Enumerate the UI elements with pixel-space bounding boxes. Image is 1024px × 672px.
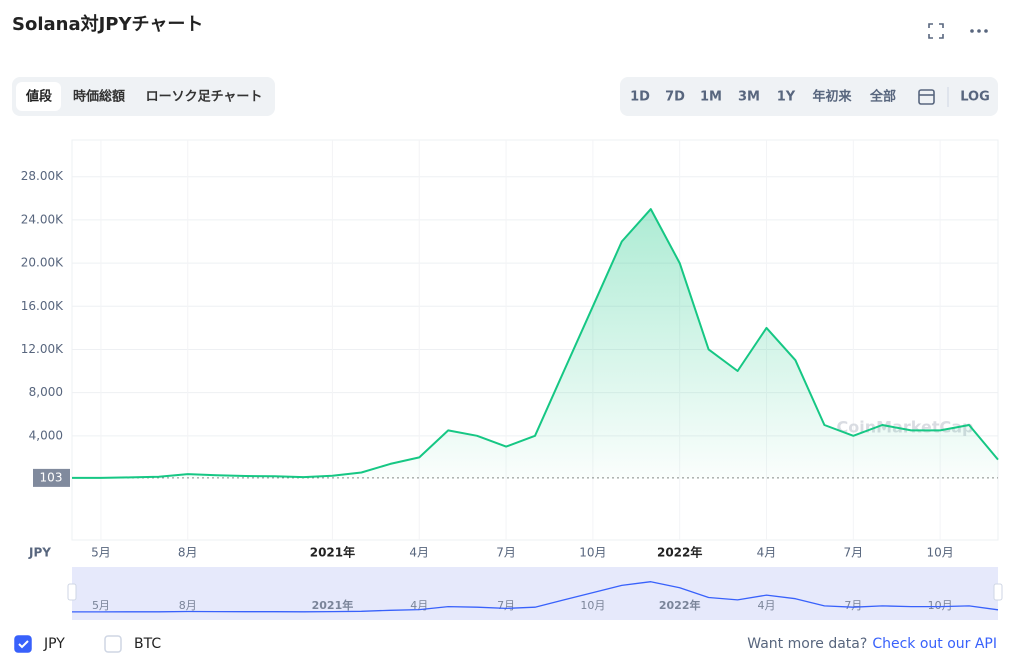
active-tab: [16, 82, 61, 111]
tab[interactable]: 時価総額: [73, 89, 125, 105]
overview-tick-label: 2022年: [659, 598, 701, 612]
axis-unit: JPY: [28, 546, 51, 560]
range-button[interactable]: 1M: [700, 90, 722, 105]
range-button[interactable]: 7D: [665, 90, 685, 105]
checkbox[interactable]: [104, 635, 122, 653]
overview-tick-label: 7月: [497, 599, 515, 612]
overview-tick-label: 10月: [580, 599, 605, 612]
y-tick-label: 4,000: [29, 428, 63, 442]
y-tick-label: 24.00K: [21, 212, 64, 226]
x-tick-label: 10月: [926, 546, 953, 560]
y-tick-label: 8,000: [29, 385, 63, 399]
more-icon[interactable]: [970, 29, 988, 33]
overview-handle[interactable]: [67, 583, 77, 601]
x-tick-label: 8月: [178, 546, 198, 560]
overview-tick-label: 2021年: [312, 598, 354, 612]
range-button[interactable]: 年初来: [812, 89, 852, 105]
toggle-label: BTC: [134, 636, 161, 652]
page-title: Solana対JPYチャート: [12, 13, 203, 35]
y-tick-label: 28.00K: [21, 169, 64, 183]
overview-tick-label: 5月: [92, 599, 110, 612]
price-tag: [33, 468, 70, 487]
x-tick-label: 5月: [91, 546, 111, 560]
range-group: [620, 77, 998, 116]
tab[interactable]: ローソク足チャート: [146, 90, 263, 105]
price-line: [72, 581, 999, 613]
tab[interactable]: 値段: [25, 89, 52, 105]
checkbox[interactable]: [14, 635, 32, 653]
range-button[interactable]: 1D: [630, 90, 650, 105]
overview-tick-label: 8月: [179, 599, 197, 612]
range-button[interactable]: 全部: [869, 89, 896, 105]
x-tick-label: 2022年: [657, 545, 702, 560]
x-tick-label: 10月: [579, 546, 606, 560]
x-tick-label: 7月: [843, 546, 863, 560]
range-button[interactable]: LOG: [960, 90, 990, 105]
overview-handle[interactable]: [993, 583, 1003, 601]
y-tick-label: 16.00K: [21, 299, 64, 313]
x-tick-label: 2021年: [310, 545, 355, 560]
overview-tick-label: 7月: [844, 599, 862, 612]
x-tick-label: 7月: [496, 546, 516, 560]
x-tick-label: 4月: [757, 546, 777, 560]
range-button[interactable]: 1Y: [777, 90, 796, 105]
overview-tick-label: 10月: [928, 599, 953, 612]
y-tick-label: 12.00K: [21, 342, 64, 356]
x-tick-label: 4月: [409, 546, 429, 560]
calendar-icon[interactable]: [918, 89, 935, 105]
area: [72, 209, 998, 479]
checkmark: [18, 640, 29, 649]
range-button[interactable]: 3M: [738, 90, 760, 105]
tab-group: [12, 77, 275, 116]
price-tag-label: 103: [40, 470, 63, 484]
plot-area: [71, 139, 999, 541]
overview-tick-label: 4月: [758, 599, 776, 612]
fullscreen-icon[interactable]: [928, 23, 944, 39]
footer-text: Want more data?: [747, 636, 867, 652]
api-link[interactable]: Check out our API: [872, 636, 997, 652]
toggle-label: JPY: [43, 636, 65, 652]
price-line: [72, 208, 999, 479]
y-tick-label: 20.00K: [21, 256, 64, 270]
